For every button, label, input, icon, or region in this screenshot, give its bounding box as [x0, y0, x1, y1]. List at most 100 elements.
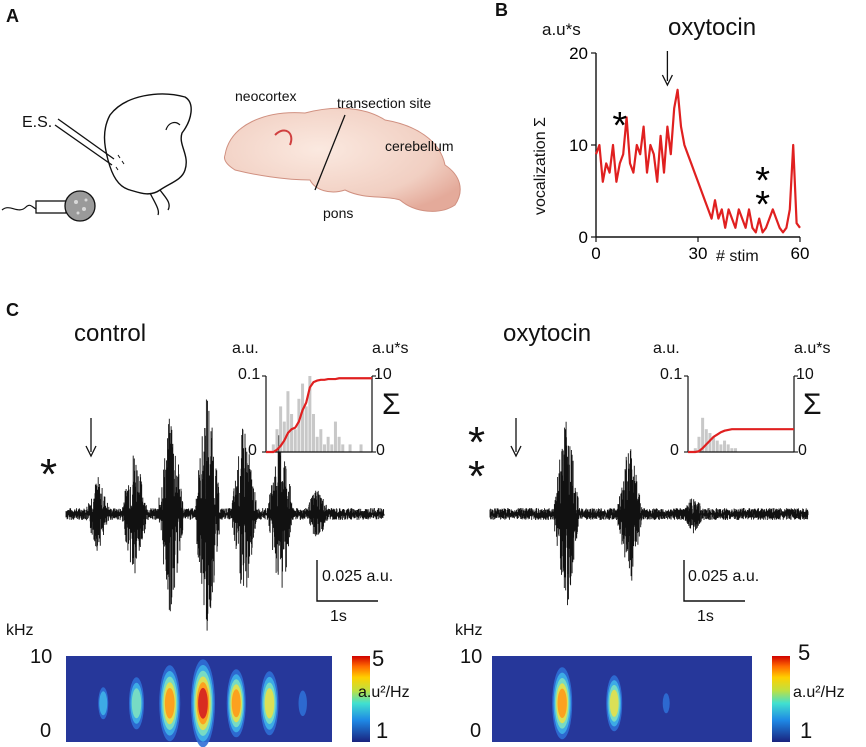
chart-b-xtick-label: 30	[689, 244, 708, 263]
inset-instant-bar	[712, 436, 716, 452]
cerebellum-label: cerebellum	[385, 138, 454, 154]
oxytocin-spectro-yunit: kHz	[455, 622, 483, 639]
chart-b-ylabel: vocalization Σ	[532, 117, 549, 215]
inset-cumulative-line	[266, 377, 372, 454]
inset-instant-bar	[704, 429, 708, 452]
spectro-burst	[99, 691, 108, 716]
inset-instant-bar	[271, 444, 275, 452]
inset-instant-bar	[734, 448, 738, 452]
control-inset-ytick-bottom-right: 0	[376, 442, 385, 459]
transection-label: transection site	[337, 95, 432, 111]
control-voltage-trace	[65, 399, 385, 631]
inset-instant-bar	[333, 421, 337, 452]
inset-instant-bar	[290, 414, 294, 452]
inset-instant-bar	[286, 391, 290, 452]
oxytocin-colorbar-max: 5	[798, 640, 811, 665]
control-spectro-ytop: 10	[30, 646, 53, 668]
control-cumulative-inset	[262, 375, 376, 454]
inset-instant-bar	[719, 444, 723, 452]
oxytocin-inset-sigma: Σ	[803, 388, 822, 421]
inset-instant-bar	[297, 398, 301, 452]
chart-b-yunit: a.u*s	[542, 20, 581, 39]
control-scale-time: 1s	[330, 608, 347, 625]
spectro-burst	[557, 688, 567, 718]
spectro-burst	[609, 689, 619, 717]
inset-cumulative-line	[688, 428, 794, 454]
control-inset-ytick-top-left: 0.1	[238, 366, 261, 383]
oxytocin-inset-ylabel-right: a.u*s	[794, 340, 831, 357]
spectro-burst	[231, 689, 241, 718]
oxytocin-voltage-trace	[489, 421, 809, 606]
chart-b-ytick-label: 20	[569, 44, 588, 63]
inset-instant-bar	[726, 444, 730, 452]
oxytocin-colorbar	[772, 656, 790, 742]
panel-letter-b: B	[495, 0, 508, 20]
oxytocin-colorbar-min: 1	[800, 718, 813, 743]
electrode-label: E.S.	[22, 114, 53, 131]
inset-instant-bar	[304, 406, 308, 452]
control-stars: *	[40, 450, 58, 499]
inset-instant-bar	[279, 406, 283, 452]
control-colorbar-max: 5	[372, 646, 385, 671]
inset-instant-bar	[312, 414, 316, 452]
spectro-burst	[264, 688, 275, 719]
inset-instant-bar	[715, 440, 719, 452]
control-spectro-yunit: kHz	[6, 622, 34, 639]
inset-instant-bar	[293, 429, 297, 452]
oxytocin-spectro-ybottom: 0	[470, 720, 482, 742]
inset-instant-bar	[322, 444, 326, 452]
oxytocin-scale-amp: 0.025 a.u.	[688, 568, 760, 585]
chart-b-annotation-star: *	[755, 160, 770, 202]
spectro-burst	[198, 687, 208, 719]
chart-b-annotation: * *	[755, 160, 770, 226]
chart-b-ytick-label: 10	[569, 136, 588, 155]
inset-instant-bar	[337, 436, 341, 452]
control-inset-ytick-top-right: 10	[374, 366, 392, 383]
chart-b-ytick-label: 0	[579, 228, 588, 247]
control-stim-arrow	[85, 418, 97, 458]
rat-head-drawing	[1, 93, 192, 222]
trace-waveform	[65, 399, 385, 631]
chart-b-xtick-label: 60	[791, 244, 810, 263]
inset-instant-bar	[319, 429, 323, 452]
spectro-burst	[131, 688, 142, 719]
inset-instant-bar	[308, 376, 312, 452]
oxytocin-spectro-ytop: 10	[460, 646, 483, 668]
spectro-burst	[662, 693, 670, 714]
inset-instant-bar	[301, 383, 305, 452]
inset-instant-bar	[275, 429, 279, 452]
panel-letter-a: A	[6, 6, 19, 26]
chart-b-series-line	[594, 88, 801, 234]
control-inset-ytick-bottom-left: 0	[248, 442, 257, 459]
chart-b-xlabel: # stim	[716, 248, 759, 265]
inset-instant-bar	[697, 436, 701, 452]
oxytocin-scale-time: 1s	[697, 608, 714, 625]
control-scale-amp: 0.025 a.u.	[322, 568, 394, 585]
oxytocin-scale-bar	[683, 560, 745, 602]
oxytocin-stim-arrow	[510, 418, 522, 458]
inset-instant-bar	[315, 436, 319, 452]
oxytocin-inset-ytick-bottom-right: 0	[798, 442, 807, 459]
control-colorbar-min: 1	[376, 718, 389, 743]
chart-b-title: oxytocin	[668, 14, 757, 41]
oxytocin-inset-ytick-top-right: 10	[796, 366, 814, 383]
spectro-burst	[164, 687, 175, 719]
inset-instant-bar	[730, 448, 734, 452]
oxytocin-spectrogram	[492, 656, 752, 742]
control-title: control	[74, 320, 147, 347]
inset-instant-bar	[341, 444, 345, 452]
panel-letter-c: C	[6, 300, 19, 320]
oxytocin-inset-ytick-bottom-left: 0	[670, 442, 679, 459]
inset-instant-bar	[701, 417, 705, 452]
inset-instant-bar	[693, 448, 697, 452]
oxytocin-inset-ylabel-left: a.u.	[653, 340, 680, 357]
spectro-burst	[298, 690, 307, 717]
control-inset-sigma: Σ	[382, 388, 401, 421]
oxytocin-stars: **	[468, 418, 486, 501]
control-inset-ylabel-left: a.u.	[232, 340, 259, 357]
inset-instant-bar	[723, 440, 727, 452]
control-colorbar	[352, 656, 370, 742]
oxytocin-title: oxytocin	[503, 320, 592, 347]
inset-instant-bar	[326, 436, 330, 452]
chart-b-annotation-star: *	[755, 184, 770, 226]
